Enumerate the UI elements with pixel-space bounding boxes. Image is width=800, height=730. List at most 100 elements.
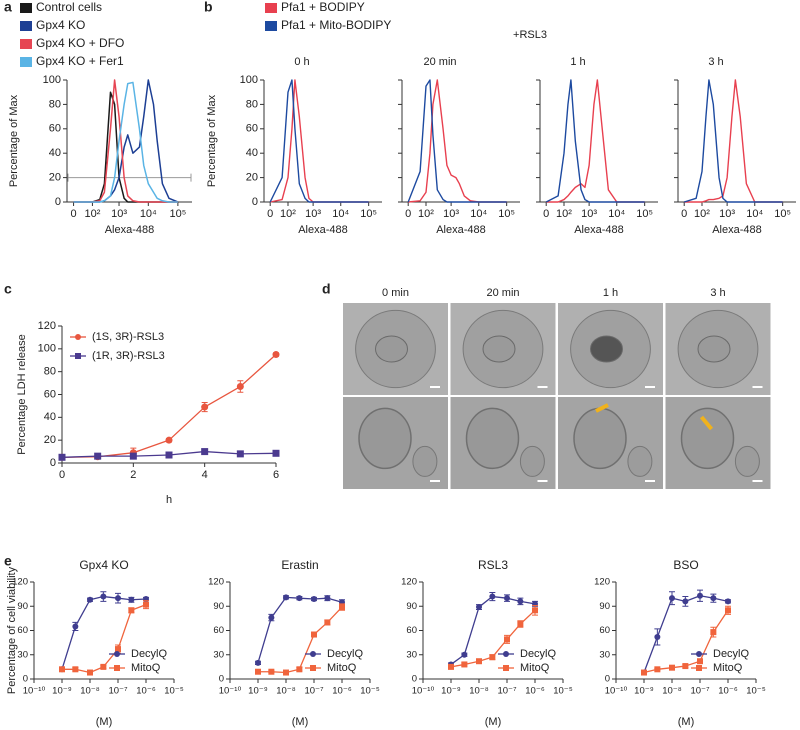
y-tick-label: 90 xyxy=(406,601,417,612)
column-title: 20 min xyxy=(486,287,519,299)
y-tick-label: 60 xyxy=(406,625,417,636)
x-tick-label: 10⁻⁶ xyxy=(718,686,738,697)
marker xyxy=(255,659,261,666)
legend-label: Control cells xyxy=(36,0,102,14)
legend-marker xyxy=(75,353,81,359)
y-axis-label: Percentage of Max xyxy=(8,94,20,187)
marker xyxy=(296,595,303,602)
marker xyxy=(201,448,209,456)
x-tick-label: 10⁴ xyxy=(608,208,625,220)
marker xyxy=(128,596,135,603)
marker xyxy=(324,619,331,626)
x-tick-label: 10⁻⁸ xyxy=(662,686,682,697)
legend-label: MitoQ xyxy=(520,662,550,674)
panel-label: c xyxy=(4,281,12,297)
marker xyxy=(697,592,703,599)
axis-line xyxy=(677,80,796,203)
x-tick-label: 10⁴ xyxy=(140,208,157,220)
legend-swatch xyxy=(20,57,32,67)
marker xyxy=(165,451,173,459)
marker xyxy=(58,453,66,461)
marker xyxy=(268,668,275,675)
y-tick-label: 60 xyxy=(49,123,61,135)
x-tick-label: 10² xyxy=(556,208,572,220)
x-tick-label: 10⁻⁷ xyxy=(690,686,710,697)
legend-marker xyxy=(75,334,81,340)
x-tick-label: 10⁵ xyxy=(636,208,653,220)
y-tick-label: 30 xyxy=(213,649,224,660)
x-tick-label: 10⁻⁷ xyxy=(108,686,128,697)
x-tick-label: 10² xyxy=(418,208,434,220)
mitochondrion xyxy=(680,407,735,470)
marker xyxy=(129,452,137,460)
x-tick-label: 0 xyxy=(543,208,549,220)
marker xyxy=(311,631,317,638)
y-tick-label: 120 xyxy=(594,577,610,588)
mitochondrion xyxy=(519,445,545,477)
y-tick-label: 60 xyxy=(599,625,610,636)
y-tick-label: 40 xyxy=(44,411,56,423)
x-tick-label: 10⁴ xyxy=(470,208,487,220)
x-tick-label: 10⁵ xyxy=(774,208,791,220)
marker xyxy=(100,593,107,600)
x-tick-label: 10⁵ xyxy=(169,208,186,220)
marker xyxy=(654,633,661,640)
x-axis-label: Alexa-488 xyxy=(436,224,486,236)
axis-line xyxy=(263,80,382,203)
legend-label: (1S, 3R)-RSL3 xyxy=(92,331,164,343)
x-tick-label: 10⁻⁶ xyxy=(525,686,545,697)
marker xyxy=(710,629,717,636)
marker xyxy=(283,594,289,601)
marker xyxy=(532,607,538,614)
arrow xyxy=(595,403,609,413)
x-axis-label: (M) xyxy=(96,716,113,728)
series-line xyxy=(546,79,645,203)
x-tick-label: 10⁻¹⁰ xyxy=(23,686,46,697)
marker xyxy=(94,452,102,460)
legend-label: (1R, 3R)-RSL3 xyxy=(92,350,165,362)
legend-label: Gpx4 KO + Fer1 xyxy=(36,54,124,68)
marker xyxy=(72,666,79,673)
legend-marker xyxy=(310,665,316,671)
series-line xyxy=(683,79,783,203)
marker xyxy=(165,436,173,444)
marker xyxy=(517,598,524,605)
x-tick-label: 0 xyxy=(405,208,411,220)
mitochondrion xyxy=(465,407,520,470)
column-title: 1 h xyxy=(603,287,618,299)
x-tick-label: 10⁻⁸ xyxy=(469,686,489,697)
legend-marker xyxy=(114,665,120,671)
x-tick-label: 10⁵ xyxy=(498,208,515,220)
x-axis-label: Alexa-488 xyxy=(298,224,348,236)
annotation: +RSL3 xyxy=(513,29,547,41)
x-tick-label: 10⁴ xyxy=(332,208,349,220)
y-axis-label: Percentage of cell viability xyxy=(6,566,18,694)
y-tick-label: 0 xyxy=(412,674,417,685)
x-axis-label: Alexa-488 xyxy=(105,224,155,236)
marker xyxy=(489,593,496,600)
x-tick-label: 10⁻⁹ xyxy=(248,686,268,697)
mitochondrion xyxy=(734,445,760,477)
column-title: 3 h xyxy=(710,287,725,299)
x-tick-label: 10⁻¹⁰ xyxy=(605,686,628,697)
facet-title: 1 h xyxy=(570,56,585,68)
marker xyxy=(517,621,524,628)
marker xyxy=(268,614,275,621)
y-tick-label: 90 xyxy=(599,601,610,612)
marker xyxy=(448,663,454,670)
marker xyxy=(87,596,93,603)
marker xyxy=(100,663,107,670)
series-line xyxy=(545,79,645,203)
x-tick-label: 10⁻⁹ xyxy=(52,686,72,697)
x-tick-label: 10⁻⁵ xyxy=(553,686,573,697)
marker xyxy=(710,595,717,602)
marker xyxy=(272,449,280,457)
x-tick-label: 10³ xyxy=(111,208,127,220)
marker xyxy=(143,601,149,608)
marker xyxy=(504,595,510,602)
series-line xyxy=(73,81,178,203)
marker xyxy=(682,598,689,605)
series-line xyxy=(73,79,178,203)
y-tick-label: 0 xyxy=(50,457,56,469)
